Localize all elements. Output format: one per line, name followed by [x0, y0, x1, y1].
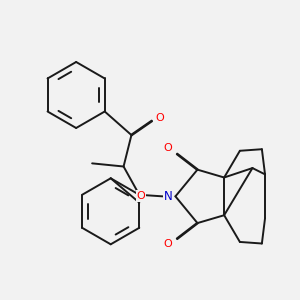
Text: O: O — [136, 191, 145, 201]
Text: O: O — [155, 113, 164, 123]
Text: O: O — [164, 239, 172, 250]
Text: N: N — [164, 190, 173, 203]
Text: O: O — [164, 143, 172, 153]
